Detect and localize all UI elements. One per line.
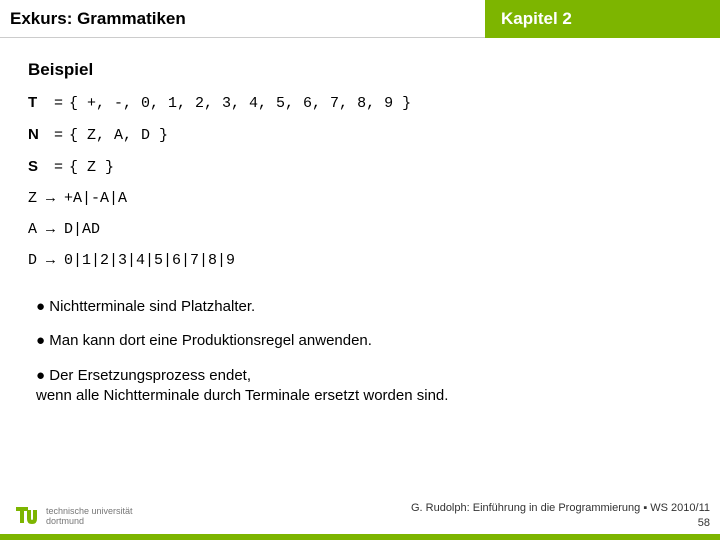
definition-symbol: T	[28, 94, 48, 111]
definition-equals: =	[54, 159, 63, 176]
bullet-item: Nichtterminale sind Platzhalter.	[36, 297, 692, 317]
header-title-right: Kapitel 2	[485, 0, 720, 38]
footer-accent-bar	[0, 534, 720, 540]
credit-line: G. Rudolph: Einführung in die Programmie…	[411, 501, 710, 515]
example-heading: Beispiel	[28, 60, 692, 80]
tu-logo-icon	[14, 504, 40, 530]
definition-row: T = { +, -, 0, 1, 2, 3, 4, 5, 6, 7, 8, 9…	[28, 94, 692, 112]
university-name: technische universität dortmund	[46, 507, 133, 527]
definition-value: { Z, A, D }	[69, 127, 168, 144]
uni-line-2: dortmund	[46, 517, 133, 527]
bullet-list: Nichtterminale sind Platzhalter. Man kan…	[28, 297, 692, 406]
bullet-text: Der Ersetzungsprozess endet, wenn alle N…	[36, 367, 448, 404]
definition-value: { +, -, 0, 1, 2, 3, 4, 5, 6, 7, 8, 9 }	[69, 95, 411, 112]
bullet-item: Man kann dort eine Produktionsregel anwe…	[36, 331, 692, 351]
definition-symbol: N	[28, 126, 48, 143]
university-logo: technische universität dortmund	[14, 504, 133, 530]
page-number: 58	[411, 516, 710, 530]
definition-equals: =	[54, 95, 63, 112]
grammar-rule: D → 0|1|2|3|4|5|6|7|8|9	[28, 252, 692, 269]
footer-credit: G. Rudolph: Einführung in die Programmie…	[411, 501, 710, 530]
definition-row: S = { Z }	[28, 158, 692, 176]
definition-row: N = { Z, A, D }	[28, 126, 692, 144]
slide-content: Beispiel T = { +, -, 0, 1, 2, 3, 4, 5, 6…	[0, 38, 720, 406]
definition-equals: =	[54, 127, 63, 144]
definition-value: { Z }	[69, 159, 114, 176]
grammar-rule: A → D|AD	[28, 221, 692, 238]
grammar-rule: Z → +A|-A|A	[28, 190, 692, 207]
slide-header: Exkurs: Grammatiken Kapitel 2	[0, 0, 720, 38]
bullet-item: Der Ersetzungsprozess endet, wenn alle N…	[36, 366, 692, 407]
definition-symbol: S	[28, 158, 48, 175]
slide-footer: technische universität dortmund G. Rudol…	[0, 492, 720, 540]
header-title-left: Exkurs: Grammatiken	[0, 0, 485, 38]
